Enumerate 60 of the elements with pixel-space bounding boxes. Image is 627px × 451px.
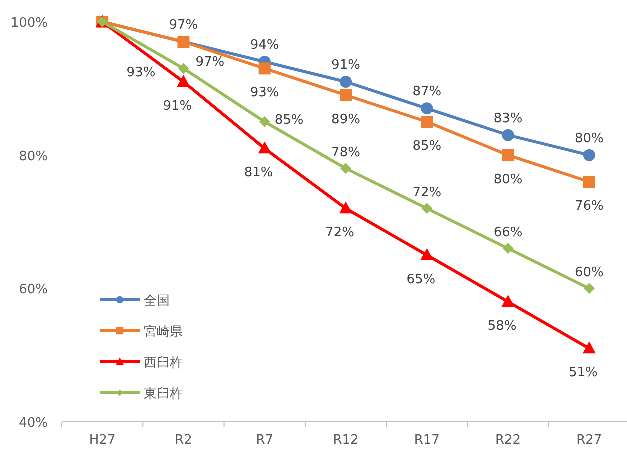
point	[502, 149, 514, 162]
point	[178, 63, 190, 74]
data-label: 72%	[412, 186, 442, 201]
data-label: 58%	[488, 319, 517, 334]
y-tick-label: 100%	[10, 16, 48, 31]
data-label: 72%	[326, 226, 354, 241]
x-tick-label: R22	[495, 433, 522, 448]
point	[584, 283, 595, 294]
y-tick-label: 60%	[19, 282, 48, 298]
point	[421, 102, 434, 115]
data-label: 91%	[332, 58, 360, 73]
x-tick-label: R12	[333, 433, 359, 448]
data-label: 81%	[244, 166, 274, 181]
point	[582, 342, 596, 354]
x-tick-label: R7	[256, 433, 274, 448]
data-label: 93%	[250, 86, 280, 101]
point	[258, 142, 272, 154]
x-tick-label: R2	[175, 433, 192, 448]
point	[502, 295, 515, 307]
data-label: 51%	[568, 366, 598, 381]
point	[340, 76, 352, 88]
point	[583, 149, 596, 162]
data-label: 97%	[196, 55, 225, 70]
data-label: 87%	[412, 84, 442, 100]
x-tick-label: R27	[576, 433, 602, 448]
legend-label: 宮崎県	[144, 324, 183, 340]
data-label: 91%	[163, 99, 192, 114]
point	[420, 248, 434, 260]
point	[340, 163, 352, 174]
point	[340, 89, 352, 102]
data-label: 80%	[574, 131, 604, 146]
point	[583, 176, 596, 188]
data-label: 65%	[406, 272, 436, 288]
legend-label: 全国	[144, 294, 170, 309]
point	[340, 202, 352, 214]
point	[422, 203, 433, 214]
data-label: 83%	[494, 111, 523, 126]
y-tick-label: 40%	[19, 416, 48, 431]
x-tick-label: R17	[414, 433, 440, 448]
point	[421, 116, 434, 128]
y-tick-label: 80%	[19, 149, 48, 164]
data-label: 78%	[332, 146, 360, 161]
data-label: 85%	[274, 113, 304, 128]
data-label: 97%	[169, 18, 198, 33]
data-label: 76%	[574, 199, 604, 214]
data-label: 60%	[574, 266, 604, 281]
data-label: 80%	[494, 172, 523, 188]
legend-label: 東臼杵	[144, 387, 183, 402]
data-label: 93%	[126, 66, 156, 81]
point	[502, 129, 514, 142]
point	[177, 75, 190, 87]
data-label: 94%	[250, 38, 280, 53]
x-tick-label: H27	[89, 433, 116, 448]
point	[258, 62, 271, 75]
data-label: 89%	[332, 112, 360, 128]
point	[259, 116, 270, 128]
data-label: 66%	[494, 226, 523, 241]
data-label: 85%	[412, 139, 442, 154]
point	[502, 243, 514, 254]
legend-label: 西臼杵	[144, 356, 183, 371]
